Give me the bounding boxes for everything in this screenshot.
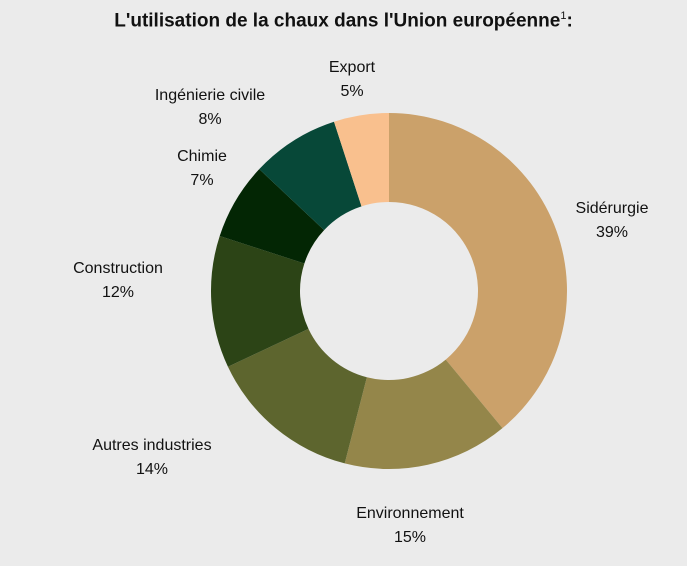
slice-label: Environnement 15% [356, 502, 464, 550]
slice-label: Ingénierie civile 8% [155, 84, 265, 132]
slice-label: Sidérurgie 39% [576, 197, 649, 245]
slice-label-name: Ingénierie civile [154, 87, 266, 104]
slice-label: Chimie 7% [177, 145, 227, 193]
chart-title: L'utilisation de la chaux dans l'Union e… [0, 10, 687, 32]
slice-label-name: Construction [73, 260, 163, 277]
slice-label-value: 14% [135, 461, 169, 478]
slice-chimie [219, 169, 325, 264]
slice-label-value: 15% [393, 529, 427, 546]
slice-label-name: Autres industries [92, 437, 212, 454]
slice-label: Autres industries 14% [92, 434, 211, 482]
slice-label-name: Chimie [177, 148, 227, 165]
slice-export [333, 113, 389, 207]
slice-label: Construction 12% [73, 257, 163, 305]
slice-label-value: 12% [101, 284, 135, 301]
slice-label-value: 7% [190, 172, 214, 189]
slice-construction [211, 235, 309, 367]
title-footnote-mark: 1 [560, 10, 567, 22]
slice-sidérurgie [389, 113, 567, 429]
slice-environnement [344, 359, 503, 470]
slice-label-name: Environnement [356, 505, 464, 522]
title-text: L'utilisation de la chaux dans l'Union e… [114, 10, 561, 32]
slice-label-name: Export [328, 59, 376, 76]
slice-label-value: 8% [198, 111, 222, 128]
slice-autres-industries [227, 328, 367, 464]
title-suffix: : [566, 10, 573, 32]
slice-label-value: 5% [340, 83, 364, 100]
slice-label-name: Sidérurgie [575, 200, 649, 217]
slice-label-value: 39% [595, 224, 629, 241]
slice-label: Export 5% [329, 56, 375, 104]
slice-ingénierie-civile [259, 121, 362, 231]
